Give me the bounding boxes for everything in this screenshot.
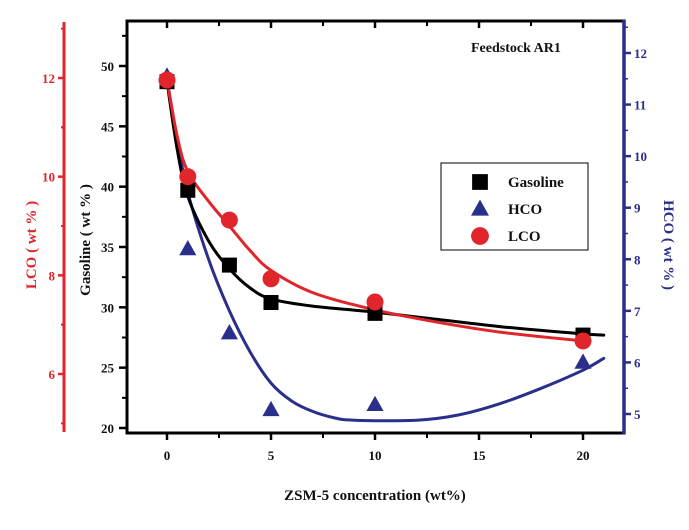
hco-axis-title: HCO ( wt % )	[660, 200, 676, 290]
x-tick-label: 5	[268, 448, 275, 463]
gasoline-axis-title: Gasoline ( wt % )	[78, 184, 94, 296]
x-axis-title: ZSM-5 concentration (wt%)	[284, 488, 466, 504]
hco-tick-label: 9	[634, 201, 641, 216]
gasoline-tick-label: 40	[101, 180, 114, 195]
gasoline-tick-label: 20	[101, 421, 114, 436]
gasoline-point	[221, 257, 237, 273]
legend-label-gasoline: Gasoline	[508, 175, 564, 191]
hco-tick-label: 12	[634, 46, 647, 61]
gasoline-point	[180, 182, 196, 198]
hco-tick-label: 5	[634, 407, 641, 422]
gasoline-tick-label: 25	[101, 361, 115, 376]
feedstock-annotation: Feedstock AR1	[471, 41, 561, 56]
hco-tick-label: 7	[634, 304, 641, 319]
legend: Gasoline HCO LCO	[440, 162, 589, 251]
x-tick-label: 15	[473, 448, 487, 463]
lco-point	[179, 168, 197, 186]
gasoline-tick-label: 35	[101, 240, 115, 255]
hco-point	[262, 400, 280, 417]
lco-tick-label: 6	[49, 367, 56, 382]
hco-tick-label: 10	[634, 149, 647, 164]
x-tick-label: 10	[369, 448, 382, 463]
lco-point	[262, 270, 280, 288]
legend-marker-hco	[471, 199, 489, 216]
legend-box	[440, 162, 589, 251]
lco-point	[574, 332, 592, 350]
axes-layer: 0 5 10 15 20 20 25 30 35 40 45 50 6 8 10 12 5 6 7 8 9 10 11 12	[42, 21, 647, 463]
hco-point	[574, 353, 592, 369]
gasoline-tick-label: 45	[101, 119, 115, 134]
hco-tick-label: 11	[634, 98, 646, 113]
fit-line-hco	[165, 77, 606, 423]
data-markers	[158, 67, 592, 417]
hco-point	[366, 395, 384, 412]
legend-label-hco: HCO	[508, 202, 542, 218]
x-tick-label: 0	[164, 448, 171, 463]
lco-tick-label: 12	[42, 71, 55, 86]
legend-entries: Gasoline HCO LCO	[471, 174, 564, 245]
hco-tick-label: 8	[634, 252, 641, 267]
lco-point	[158, 71, 176, 89]
gasoline-tick-label: 30	[101, 300, 114, 315]
gasoline-tick-label: 50	[101, 59, 114, 74]
lco-point	[366, 293, 384, 311]
legend-marker-gasoline	[472, 174, 488, 190]
gasoline-point	[263, 295, 279, 311]
hco-point	[220, 324, 238, 340]
hco-point	[179, 239, 197, 256]
hco-tick-label: 6	[634, 355, 641, 370]
lco-axis-title: LCO ( wt % )	[24, 201, 40, 289]
lco-tick-label: 8	[49, 268, 56, 283]
lco-tick-label: 10	[42, 170, 55, 185]
legend-marker-lco	[471, 227, 489, 245]
lco-point	[220, 211, 238, 229]
gasoline-point	[367, 305, 383, 321]
x-tick-label: 20	[577, 448, 590, 463]
legend-label-lco: LCO	[508, 229, 541, 245]
